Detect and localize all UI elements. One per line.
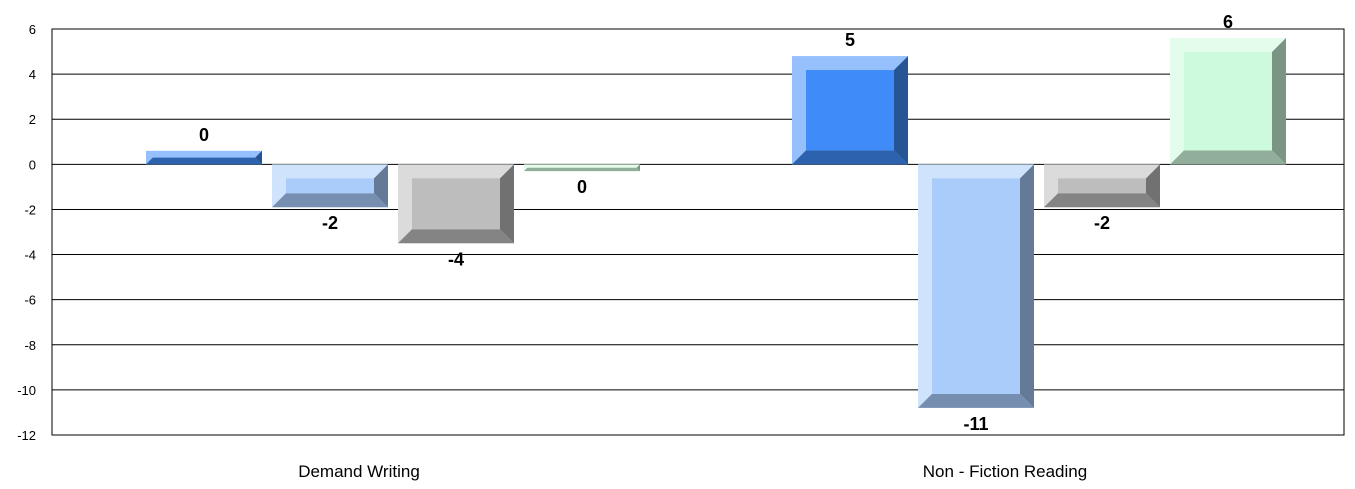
bar (1170, 38, 1286, 165)
data-label: 5 (845, 30, 855, 50)
bar-bevel-right (894, 56, 908, 165)
bar (524, 164, 640, 172)
y-axis-ticks: 6 4 2 0 -2 -4 -6 -8 -10 -12 (17, 22, 36, 443)
bar (398, 164, 514, 244)
y-tick-label: -8 (24, 338, 36, 353)
x-category-label: Demand Writing (298, 462, 420, 481)
data-label: -2 (322, 213, 338, 233)
bar-bevel-right (255, 150, 262, 165)
bars (146, 38, 1286, 408)
bar-bevel-bottom (524, 167, 640, 172)
y-tick-label: 4 (29, 67, 36, 82)
x-category-label: Non - Fiction Reading (923, 462, 1087, 481)
data-label: 0 (199, 125, 209, 145)
bar-face (286, 178, 374, 194)
bar-face (1058, 178, 1146, 194)
bar (1044, 164, 1160, 208)
gridlines (52, 28, 1344, 436)
data-label: 6 (1223, 12, 1233, 32)
x-axis-categories: Demand Writing Non - Fiction Reading (298, 462, 1087, 481)
bar-bevel-bottom (272, 193, 388, 208)
bar-bevel-right (1146, 164, 1160, 208)
bar-bevel-bottom (918, 393, 1034, 408)
y-tick-label: -2 (24, 202, 36, 217)
bar-bevel-right (1272, 38, 1286, 165)
y-tick-label: 2 (29, 112, 36, 127)
bar-bevel-bottom (398, 229, 514, 244)
plot-frame (51, 28, 1345, 436)
bar (272, 164, 388, 208)
bar-bevel-bottom (792, 150, 908, 165)
bar-bevel-bottom (146, 157, 262, 165)
bar-bevel-right (500, 164, 514, 244)
bar-bevel-bottom (1044, 193, 1160, 208)
y-tick-label: -4 (24, 248, 36, 263)
data-label: -11 (963, 414, 988, 434)
y-tick-label: 6 (29, 22, 36, 37)
bar-face (1184, 52, 1272, 151)
data-labels: 0 -2 -4 0 5 -11 -2 6 (199, 12, 1233, 434)
y-tick-label: -10 (17, 383, 36, 398)
data-label: 0 (577, 177, 587, 197)
data-label: -4 (448, 249, 464, 269)
y-tick-label: -6 (24, 293, 36, 308)
bar (146, 150, 262, 165)
bar-face (932, 178, 1020, 394)
y-tick-label: -12 (17, 428, 36, 443)
bar-bevel-right (374, 164, 388, 208)
bar (918, 164, 1034, 408)
data-label: -2 (1094, 213, 1110, 233)
bar-face (806, 70, 894, 151)
bar (792, 56, 908, 165)
bar-bevel-right (636, 164, 640, 172)
bar-face (412, 178, 500, 230)
y-tick-label: 0 (29, 157, 36, 172)
bar-bevel-bottom (1170, 150, 1286, 165)
bar-bevel-right (1020, 164, 1034, 408)
